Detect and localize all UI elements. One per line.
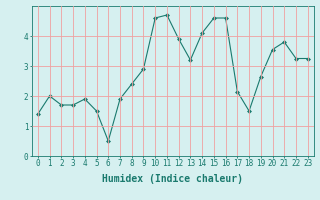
X-axis label: Humidex (Indice chaleur): Humidex (Indice chaleur) (102, 174, 243, 184)
